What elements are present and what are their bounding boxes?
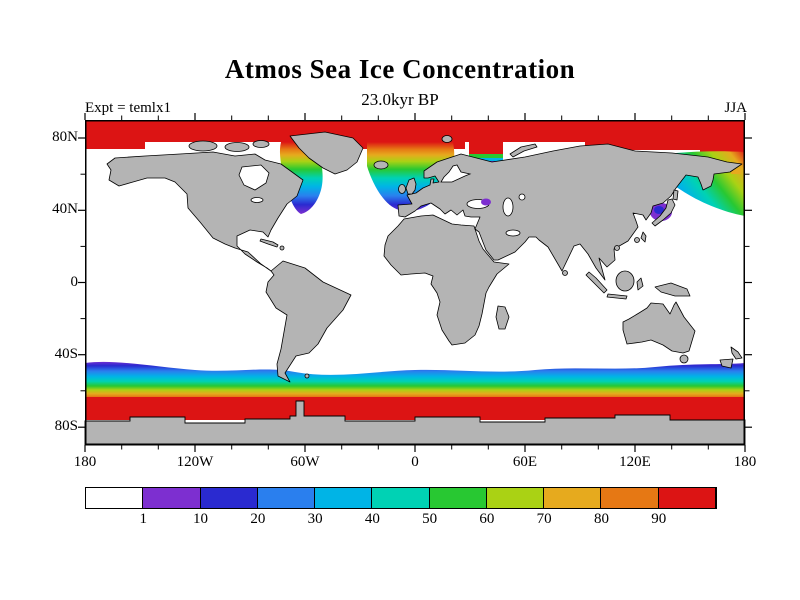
lon-tick-label: 180 — [733, 454, 757, 470]
lat-tick-label: 40N — [52, 201, 78, 218]
colorbar: 1 10 20 30 40 50 60 70 80 90 — [85, 487, 717, 527]
baltic-sea — [440, 164, 472, 183]
colorbar-tick-label: 30 — [307, 511, 323, 527]
island-hainan — [614, 245, 620, 251]
plot-subtitle: 23.0kyr BP — [361, 90, 439, 109]
island-novaya-zemlya — [509, 143, 538, 158]
axis-ticks — [78, 113, 752, 452]
map-frame — [85, 120, 745, 445]
colorbar-tick-label: 40 — [364, 511, 380, 527]
colorbar-segment — [601, 488, 659, 508]
colorbar-segment — [200, 488, 258, 508]
colorbar-tick-label: 10 — [193, 511, 209, 527]
island-iceland — [373, 160, 389, 170]
map-plot — [78, 113, 752, 452]
lat-tick-label: 80N — [52, 129, 78, 145]
season-label: JJA — [724, 100, 747, 116]
island-cuba — [259, 238, 279, 248]
antarctic-ice-band — [85, 361, 745, 401]
island-philippines — [640, 231, 647, 243]
continent-greenland — [289, 131, 364, 175]
map-container — [78, 113, 752, 452]
island-banks — [188, 140, 218, 152]
ice-black-sea-patch — [481, 198, 491, 206]
lon-tick-label: 0 — [411, 454, 419, 470]
lat-tick-label: 0 — [70, 273, 79, 290]
island-sakhalin — [672, 189, 679, 201]
colorbar-segment — [372, 488, 430, 508]
colorbar-tick-label: 20 — [250, 511, 266, 527]
island-hispaniola — [279, 245, 285, 251]
colorbar-tick-label: 70 — [536, 511, 552, 527]
lat-tick-label: 80S — [54, 418, 78, 435]
continent-south-america — [265, 260, 352, 383]
caspian-sea — [502, 197, 514, 217]
colorbar-tick-label: 50 — [422, 511, 438, 527]
colorbar-tick-label: 90 — [651, 511, 667, 527]
colorbar-segment — [86, 488, 144, 508]
lon-tick-label: 120E — [619, 454, 651, 470]
island-taiwan — [634, 237, 640, 243]
persian-gulf — [505, 229, 521, 237]
island-victoria — [224, 142, 250, 152]
ice-sea-of-japan-core — [654, 206, 664, 214]
island-java — [606, 293, 628, 300]
island-sri-lanka — [562, 270, 568, 276]
colorbar-segment — [257, 488, 316, 508]
island-sulawesi — [636, 277, 644, 291]
lat-tick-label: 40S — [54, 345, 78, 362]
colorbar-tick-label: 60 — [479, 511, 495, 527]
great-lakes — [250, 197, 264, 203]
colorbar-segment — [429, 488, 487, 508]
island-new-guinea — [654, 282, 691, 297]
continent-africa — [383, 214, 510, 346]
continent-australia — [622, 301, 696, 354]
inland-seas — [238, 164, 526, 237]
continent-antarctica — [84, 400, 746, 446]
lon-tick-label: 120W — [176, 454, 214, 470]
plot-title: Atmos Sea Ice Concentration — [224, 54, 576, 84]
island-nz-north — [730, 346, 743, 360]
colorbar-segment — [143, 488, 201, 508]
island-ireland — [398, 184, 406, 194]
ice-bering-patch — [731, 168, 741, 174]
antarctic-ice-solid — [85, 397, 745, 420]
island-nz-south — [719, 358, 734, 369]
island-borneo — [615, 270, 635, 292]
colorbar-tick-label: 80 — [593, 511, 609, 527]
island-japan — [651, 198, 676, 227]
hudson-bay — [238, 164, 270, 191]
island-britain — [405, 177, 417, 195]
island-madagascar — [495, 305, 510, 330]
lon-tick-label: 60E — [512, 454, 538, 470]
island-sumatra — [585, 271, 608, 294]
lon-tick-label: 60W — [290, 454, 320, 470]
colorbar-tick-label: 1 — [139, 511, 148, 527]
experiment-label: Expt = temlx1 — [85, 100, 171, 116]
colorbar-segment — [315, 488, 373, 508]
colorbar-segment — [486, 488, 545, 508]
colorbar-segment — [658, 488, 716, 508]
island-tasmania — [679, 354, 689, 364]
continent-eurasia — [397, 143, 743, 281]
colorbar-segment — [544, 488, 602, 508]
island-svalbard — [441, 135, 453, 143]
lon-tick-label: 180 — [73, 454, 97, 470]
island-falklands — [304, 373, 310, 379]
aral-sea — [518, 193, 526, 201]
island-ellesmere — [252, 140, 270, 148]
